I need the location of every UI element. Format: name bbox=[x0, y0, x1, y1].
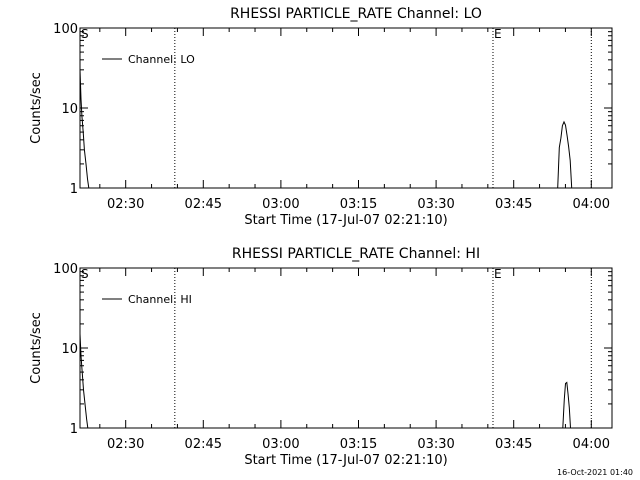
x-tick-label: 03:00 bbox=[262, 437, 299, 452]
x-tick-label: 04:00 bbox=[573, 197, 610, 212]
chart-panel-hi: RHESSI PARTICLE_RATE Channel: HI Start Ti… bbox=[29, 246, 613, 468]
y-tick-label: 10 bbox=[61, 102, 78, 117]
data-series-line bbox=[79, 333, 89, 429]
x-tick-label: 02:45 bbox=[185, 197, 222, 212]
footer-timestamp: 16-Oct-2021 01:40 bbox=[557, 468, 633, 477]
data-series-line bbox=[557, 120, 573, 189]
x-tick-label: 03:30 bbox=[417, 197, 454, 212]
data-series-line bbox=[79, 69, 90, 189]
y-tick-label: 10 bbox=[61, 342, 78, 357]
data-series-line bbox=[562, 381, 571, 429]
x-tick-label: 03:30 bbox=[417, 437, 454, 452]
x-tick-label: 03:45 bbox=[495, 197, 532, 212]
legend-label: Channel: HI bbox=[128, 293, 192, 306]
x-tick-label: 02:30 bbox=[107, 437, 144, 452]
x-axis-label: Start Time (17-Jul-07 02:21:10) bbox=[244, 213, 447, 228]
plot-title: RHESSI PARTICLE_RATE Channel: LO bbox=[230, 6, 482, 22]
plot-frame bbox=[79, 267, 613, 429]
x-tick-label: 03:00 bbox=[262, 197, 299, 212]
x-tick-label: 04:00 bbox=[573, 437, 610, 452]
x-tick-label: 02:45 bbox=[185, 437, 222, 452]
marker-e: E bbox=[494, 27, 502, 41]
y-tick-label: 1 bbox=[70, 182, 78, 197]
legend-label: Channel: LO bbox=[128, 53, 195, 66]
x-tick-label: 02:30 bbox=[107, 197, 144, 212]
marker-s: S bbox=[81, 267, 89, 281]
y-tick-label: 1 bbox=[70, 422, 78, 437]
x-tick-label: 03:45 bbox=[495, 437, 532, 452]
x-axis-label: Start Time (17-Jul-07 02:21:10) bbox=[244, 453, 447, 468]
plot-frame bbox=[79, 27, 613, 189]
x-tick-label: 03:15 bbox=[340, 437, 377, 452]
y-tick-label: 100 bbox=[53, 22, 78, 37]
y-axis-label: Counts/sec bbox=[29, 312, 44, 384]
chart-panel-lo: RHESSI PARTICLE_RATE Channel: LO Start Ti… bbox=[29, 6, 613, 228]
plot-title: RHESSI PARTICLE_RATE Channel: HI bbox=[232, 246, 480, 262]
marker-s: S bbox=[81, 27, 89, 41]
marker-e: E bbox=[494, 267, 502, 281]
y-tick-label: 100 bbox=[53, 262, 78, 277]
y-axis-label: Counts/sec bbox=[29, 72, 44, 144]
x-tick-label: 03:15 bbox=[340, 197, 377, 212]
